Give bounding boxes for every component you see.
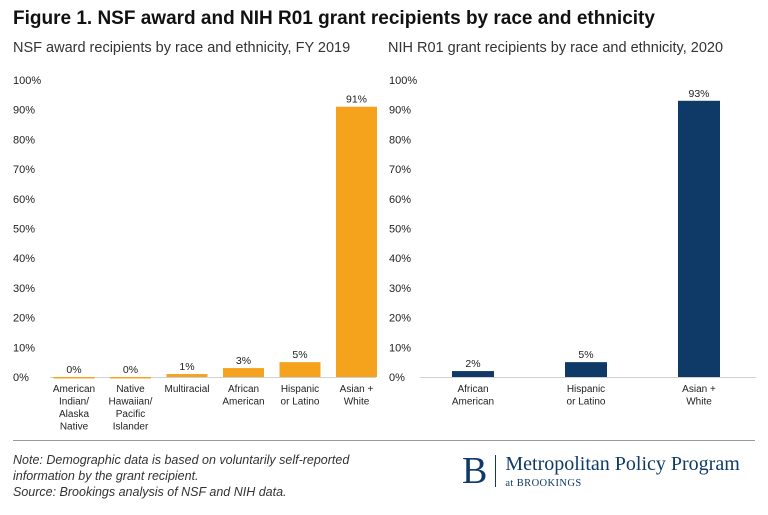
nsf-y-tick-label: 80% <box>13 134 35 146</box>
nih-bar <box>678 100 720 377</box>
source-line: Source: Brookings analysis of NSF and NI… <box>13 485 287 499</box>
nsf-y-tick-label: 70% <box>13 164 35 176</box>
nih-y-tick-label: 0% <box>389 372 405 384</box>
nsf-y-tick-label: 30% <box>13 283 35 295</box>
logo-program-name: Metropolitan Policy Program <box>505 453 740 475</box>
nsf-bar <box>110 377 151 379</box>
note-line-1: Note: Demographic data is based on volun… <box>13 453 350 467</box>
nih-bar <box>565 362 607 377</box>
nsf-data-label: 0% <box>123 364 138 376</box>
nih-data-label: 5% <box>578 349 593 361</box>
brookings-b-mark: B <box>462 450 488 492</box>
nsf-category-label: Indian/ <box>59 397 89 408</box>
nsf-y-tick-label: 60% <box>13 194 35 206</box>
brookings-logo: B Metropolitan Policy Program at BROOKIN… <box>462 452 740 490</box>
nsf-chart-title: NSF award recipients by race and ethnici… <box>13 40 351 56</box>
nsf-bar <box>279 362 321 377</box>
nsf-y-tick-label: 10% <box>13 342 35 354</box>
nsf-category-label: Native <box>60 422 89 433</box>
nih-y-tick-label: 40% <box>389 253 411 265</box>
nsf-y-tick-label: 40% <box>13 253 35 265</box>
nsf-data-label: 0% <box>66 364 81 376</box>
nsf-y-tick-label: 0% <box>13 372 29 384</box>
nih-y-tick-label: 20% <box>389 313 411 325</box>
nih-y-tick-label: 90% <box>389 105 411 117</box>
nsf-category-label: White <box>344 397 370 408</box>
nsf-category-label: Asian + <box>340 384 374 395</box>
nsf-category-label: Native <box>116 384 145 395</box>
nih-bar <box>452 371 494 377</box>
note-block: Note: Demographic data is based on volun… <box>13 452 349 500</box>
figure-title: Figure 1. NSF award and NIH R01 grant re… <box>13 8 655 29</box>
nih-data-label: 93% <box>688 88 709 100</box>
logo-subtitle: at BROOKINGS <box>505 478 582 489</box>
nsf-data-label: 5% <box>292 349 307 361</box>
nsf-bar <box>166 374 208 377</box>
nsf-category-label: or Latino <box>281 397 320 408</box>
nsf-y-tick-label: 50% <box>13 224 35 236</box>
nsf-category-label: American <box>222 397 264 408</box>
nsf-category-label: Pacific <box>116 409 145 420</box>
footer-divider <box>13 440 755 441</box>
nsf-category-label: Islander <box>113 422 149 433</box>
nih-y-tick-label: 60% <box>389 194 411 206</box>
nih-y-tick-label: 10% <box>389 342 411 354</box>
nih-y-tick-label: 70% <box>389 164 411 176</box>
nih-chart-title: NIH R01 grant recipients by race and eth… <box>388 40 724 56</box>
nsf-bar <box>53 377 95 379</box>
nsf-data-label: 91% <box>346 94 367 106</box>
nsf-y-tick-label: 90% <box>13 105 35 117</box>
nsf-bar <box>336 106 377 378</box>
nih-y-tick-label: 100% <box>389 75 417 87</box>
nsf-category-label: American <box>53 384 95 395</box>
nih-category-label: Asian + <box>682 384 716 395</box>
nsf-data-label: 3% <box>236 355 251 367</box>
nsf-category-label: Alaska <box>59 409 89 420</box>
nsf-y-tick-label: 100% <box>13 75 41 87</box>
nsf-bar-chart: 0% 10% 20% 30% 40% 50% 60% 70% 80% 90% 100% 0% Ameri… <box>13 75 377 433</box>
nih-category-label: White <box>686 397 712 408</box>
nsf-category-label: Hispanic <box>281 384 319 395</box>
nih-y-tick-label: 30% <box>389 283 411 295</box>
nih-category-label: Hispanic <box>567 384 605 395</box>
nsf-y-tick-label: 20% <box>13 313 35 325</box>
nih-category-label: American <box>452 397 494 408</box>
nih-category-label: or Latino <box>567 397 606 408</box>
nsf-category-label: Multiracial <box>164 384 209 395</box>
nih-category-label: African <box>457 384 488 395</box>
nih-data-label: 2% <box>465 358 480 370</box>
logo-separator <box>495 455 497 487</box>
nsf-category-label: Hawaiian/ <box>109 397 153 408</box>
nsf-bar <box>223 368 264 377</box>
nsf-category-label: African <box>228 384 259 395</box>
nih-y-tick-label: 80% <box>389 134 411 146</box>
nih-bar-chart: 0% 10% 20% 30% 40% 50% 60% 70% 80% 90% 100% 2% Afric… <box>389 75 756 408</box>
nih-y-tick-label: 50% <box>389 224 411 236</box>
nsf-data-label: 1% <box>179 361 194 373</box>
note-line-2: information by the grant recipient. <box>13 469 199 483</box>
